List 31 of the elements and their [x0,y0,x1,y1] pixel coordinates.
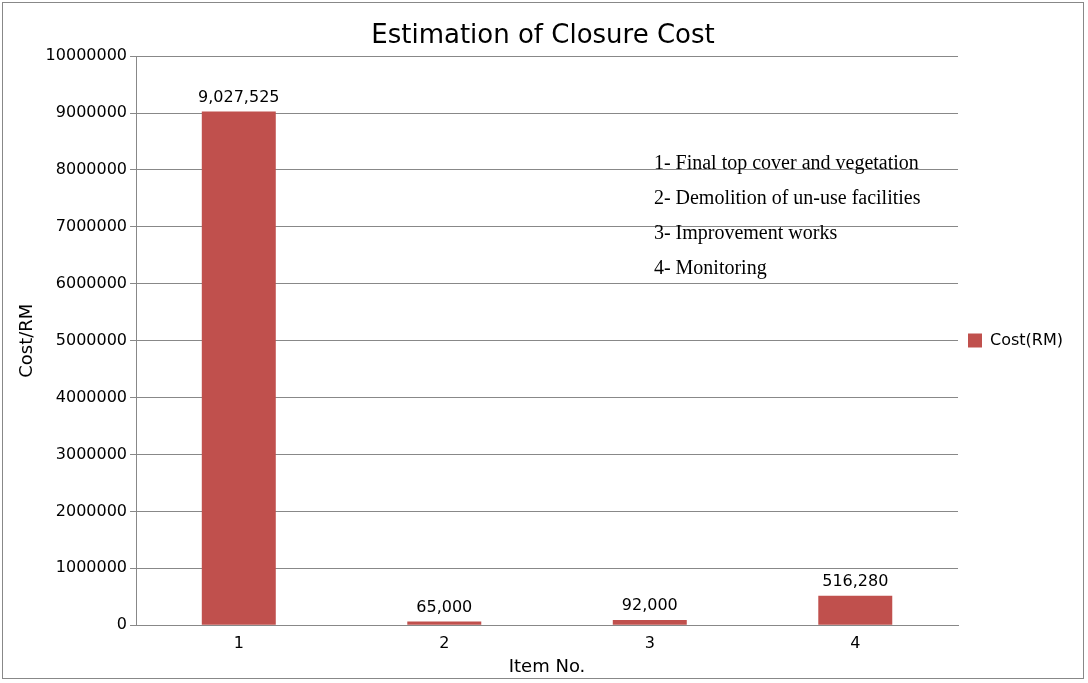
x-tick-label: 2 [439,632,450,652]
y-tick-label: 2000000 [55,500,128,520]
y-tick-label: 9000000 [55,102,128,122]
bar [407,621,482,625]
bar [612,619,687,625]
y-tick-label: 1000000 [55,557,128,577]
data-label: 65,000 [416,596,473,616]
y-tick-label: 4000000 [55,386,128,406]
annotation: 3- Improvement works [653,221,838,245]
y-axis-title: Cost/RM [15,303,37,378]
bar [201,111,276,625]
y-tick-label: 3000000 [55,443,128,463]
bar [818,595,893,625]
x-tick-label: 1 [233,632,244,652]
y-tick-label: 7000000 [55,216,128,236]
annotation: 2- Demolition of un-use facilities [653,186,921,209]
y-tick-label: 10000000 [45,45,128,65]
x-tick-label: 3 [644,632,655,652]
data-label: 9,027,525 [198,86,280,106]
legend-label: Cost(RM) [990,329,1064,349]
annotation: 1- Final top cover and vegetation [653,151,919,175]
y-tick-label: 0 [116,614,128,634]
x-tick-label: 4 [850,632,861,652]
data-label: 92,000 [621,595,678,615]
y-tick-label: 8000000 [55,159,128,179]
y-tick-label: 6000000 [55,272,128,292]
chart-title: Estimation of Closure Cost [371,19,715,50]
x-axis-title: Item No. [508,654,586,676]
y-tick-label: 5000000 [55,329,128,349]
annotation: 4- Monitoring [653,256,767,280]
data-label: 516,280 [822,570,889,590]
